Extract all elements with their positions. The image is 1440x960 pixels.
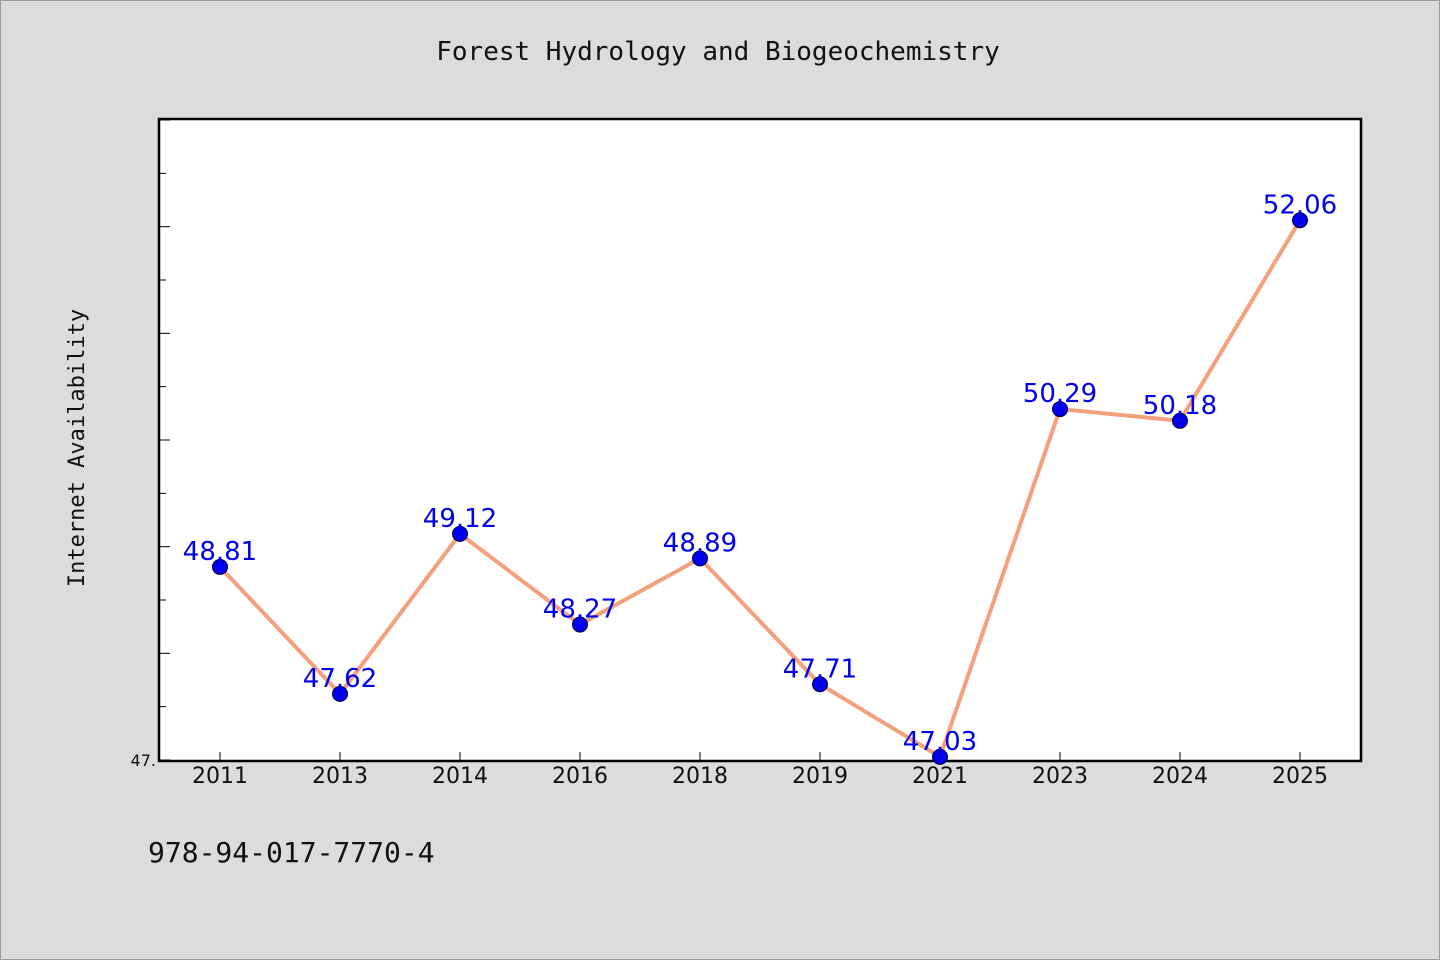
data-point	[692, 550, 708, 567]
isbn-text: 978-94-017-7770-4	[148, 836, 435, 869]
data-point	[1052, 401, 1068, 418]
data-point	[812, 676, 828, 693]
data-label: 47.71	[783, 654, 857, 684]
chart-title: Forest Hydrology and Biogeochemistry	[436, 37, 1000, 67]
data-label: 50.29	[1023, 379, 1097, 409]
series-line-group	[218, 218, 1302, 759]
x-axis-ticks: 2011 2013 2014 2016 2018 2019 2021 2023 2024 2025	[192, 752, 1328, 789]
data-label: 47.03	[903, 727, 977, 757]
series-line	[218, 218, 1302, 759]
x-tick-label: 2014	[432, 764, 488, 789]
x-tick-label: 2013	[312, 764, 368, 789]
data-point	[212, 558, 228, 575]
y-axis-ticks: 47.	[131, 119, 170, 770]
plot-area	[157, 117, 1363, 763]
data-label: 52.06	[1263, 190, 1337, 220]
data-point	[572, 616, 588, 633]
y-tick-label: 47.	[131, 751, 156, 770]
x-tick-label: 2011	[192, 764, 248, 789]
x-tick-label: 2024	[1152, 764, 1208, 789]
x-tick-label: 2023	[1032, 764, 1088, 789]
data-markers	[212, 212, 1308, 765]
x-tick-label: 2025	[1272, 764, 1328, 789]
data-label: 47.62	[303, 664, 377, 694]
data-label: 49.12	[423, 504, 497, 534]
x-tick-label: 2018	[672, 764, 728, 789]
data-label: 48.27	[543, 595, 617, 625]
x-tick-label: 2019	[792, 764, 848, 789]
data-label: 48.81	[183, 537, 257, 567]
data-label: 50.18	[1143, 391, 1217, 421]
x-tick-label: 2021	[912, 764, 968, 789]
data-label: 48.89	[663, 528, 737, 558]
data-point	[1172, 412, 1188, 429]
x-tick-label: 2016	[552, 764, 608, 789]
data-labels: 48.81 47.62 49.12 48.27 48.89 47.71 47.03 50.29…	[183, 190, 1337, 757]
data-point	[452, 525, 468, 542]
data-point	[932, 748, 948, 765]
data-point	[332, 685, 348, 702]
y-axis-label: Internet Availability	[65, 309, 90, 587]
data-point	[1292, 212, 1308, 229]
